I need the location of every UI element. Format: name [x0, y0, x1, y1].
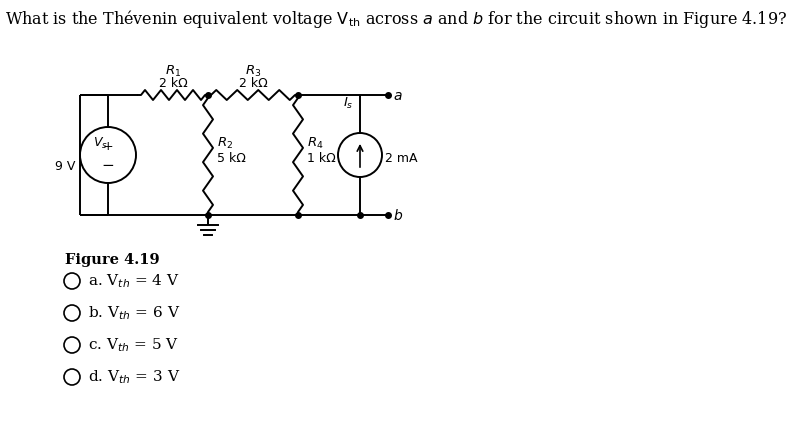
Text: 2 kΩ: 2 kΩ [239, 77, 268, 90]
Text: a. V$_{th}$ = 4 V: a. V$_{th}$ = 4 V [88, 272, 179, 290]
Text: $R_2$: $R_2$ [217, 135, 233, 150]
Text: $I_s$: $I_s$ [344, 95, 354, 111]
Text: 5 kΩ: 5 kΩ [217, 153, 246, 165]
Text: d. V$_{th}$ = 3 V: d. V$_{th}$ = 3 V [88, 368, 180, 386]
Text: $R_4$: $R_4$ [307, 135, 323, 150]
Text: c. V$_{th}$ = 5 V: c. V$_{th}$ = 5 V [88, 336, 179, 354]
Text: What is the Thévenin equivalent voltage $\mathrm{V_{th}}$ across $a$ and $b$ for: What is the Thévenin equivalent voltage … [5, 8, 787, 30]
Text: −: − [102, 157, 114, 172]
Text: $b$: $b$ [393, 209, 403, 224]
Text: $R_1$: $R_1$ [165, 64, 181, 79]
Text: 2 mA: 2 mA [385, 153, 418, 165]
Text: $a$: $a$ [393, 89, 403, 103]
Text: $V_s$: $V_s$ [93, 135, 107, 150]
Text: 1 kΩ: 1 kΩ [307, 153, 336, 165]
Text: Figure 4.19: Figure 4.19 [65, 253, 160, 267]
Text: $R_3$: $R_3$ [245, 64, 261, 79]
Text: 9 V: 9 V [55, 161, 75, 173]
Text: 2 kΩ: 2 kΩ [159, 77, 187, 90]
Text: +: + [102, 139, 114, 153]
Text: b. V$_{th}$ = 6 V: b. V$_{th}$ = 6 V [88, 304, 180, 322]
